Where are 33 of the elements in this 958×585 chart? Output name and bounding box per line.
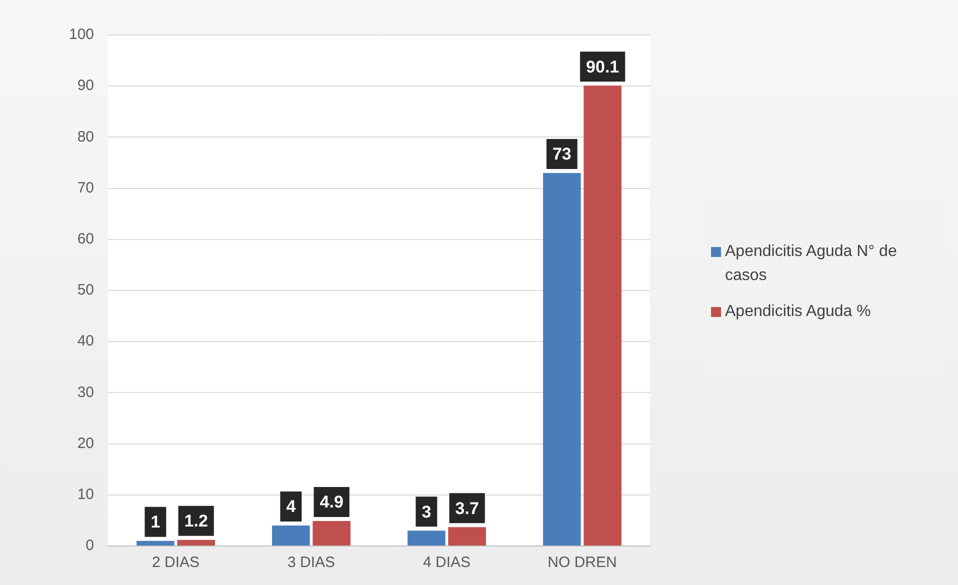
- y-tick-label: 70: [77, 179, 94, 196]
- x-tick-label: NO DREN: [548, 554, 617, 572]
- y-tick-label: 50: [77, 282, 94, 299]
- data-label: 4.9: [320, 492, 344, 512]
- y-tick-label: 90: [77, 77, 94, 94]
- y-tick-label: 30: [77, 384, 94, 401]
- bar: [408, 530, 446, 546]
- y-tick-label: 40: [77, 332, 94, 350]
- data-label: 1: [150, 512, 160, 532]
- y-tick-label: 0: [86, 537, 94, 554]
- bar: [272, 526, 310, 546]
- x-tick-label: 3 DIAS: [288, 554, 336, 572]
- y-tick-label: 80: [77, 128, 94, 146]
- bar: [312, 520, 350, 546]
- data-label: 3: [422, 502, 432, 522]
- legend-label: Apendicitis Aguda %: [725, 302, 871, 322]
- data-label: 1.2: [184, 512, 208, 531]
- y-tick-label: 60: [77, 230, 94, 248]
- bar: [136, 540, 174, 546]
- y-tick-label: 10: [77, 486, 94, 504]
- data-label: 3.7: [455, 498, 479, 518]
- y-tick-label: 20: [77, 434, 94, 452]
- bar: [584, 86, 622, 546]
- data-label: 73: [552, 144, 572, 164]
- x-tick-label: 2 DIAS: [152, 554, 200, 572]
- data-label: 90.1: [586, 57, 620, 76]
- data-label: 4: [286, 497, 296, 516]
- bar: [448, 527, 486, 546]
- y-tick-label: 100: [68, 26, 94, 44]
- bar: [177, 540, 215, 546]
- x-tick-label: 4 DIAS: [422, 554, 471, 572]
- bar: [543, 172, 581, 546]
- legend-label: Apendicitis Aguda N° de casos: [725, 242, 898, 286]
